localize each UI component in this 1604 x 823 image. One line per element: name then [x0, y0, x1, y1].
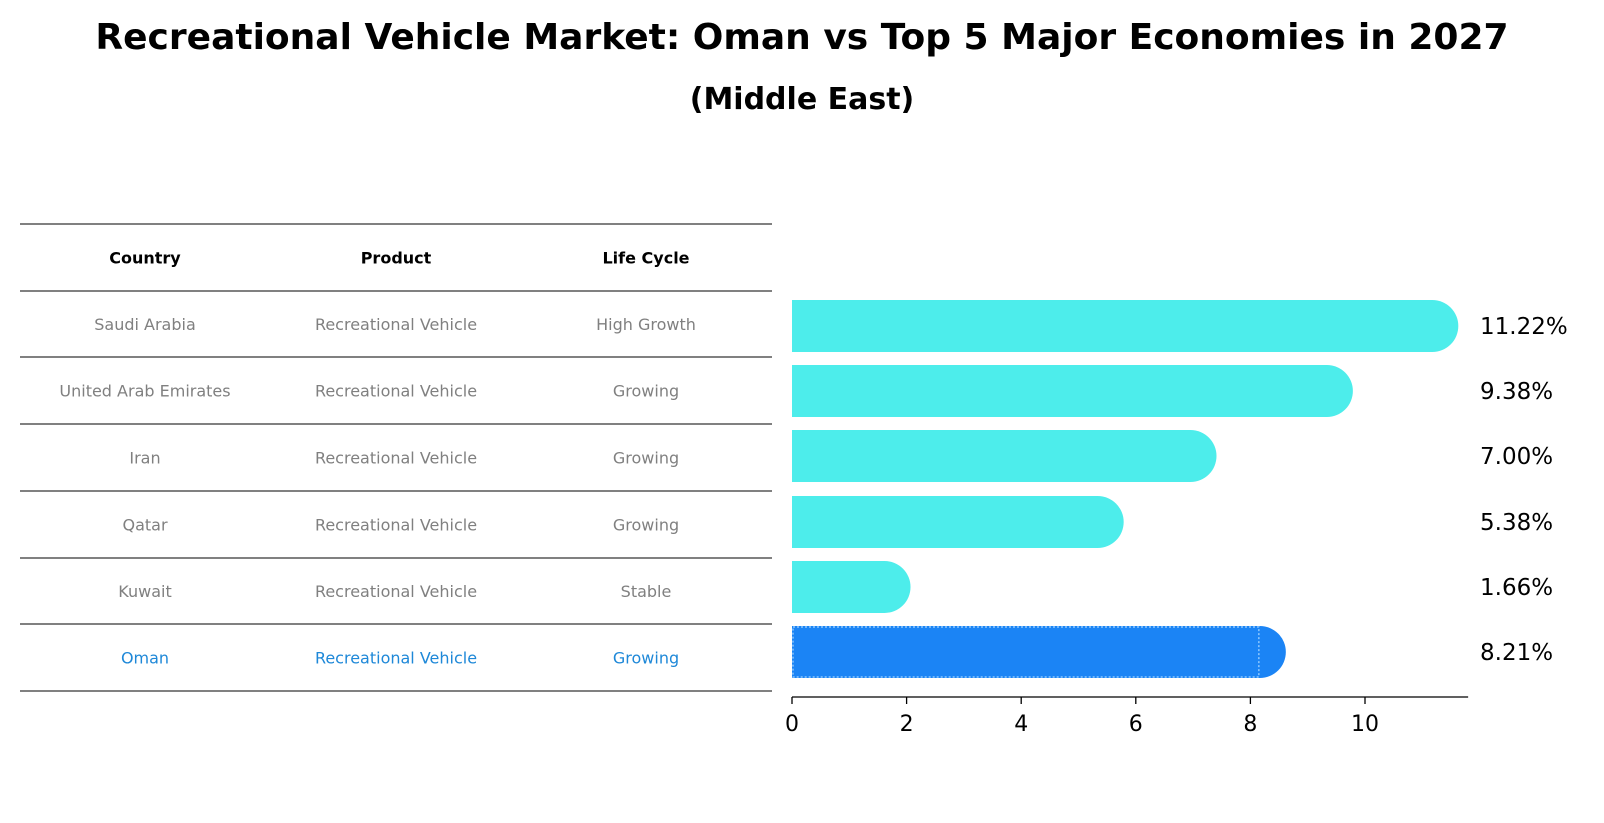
- table-row: Kuwait Recreational Vehicle Stable: [118, 582, 671, 601]
- table-row: Iran Recreational Vehicle Growing: [129, 449, 679, 468]
- table-cell-product: Recreational Vehicle: [315, 649, 477, 668]
- table-cell-life-cycle: Stable: [621, 582, 672, 601]
- bar: [792, 430, 1217, 482]
- table-cell-life-cycle: Growing: [613, 516, 679, 535]
- data-table: Country Product Life Cycle Saudi Arabia Recr…: [20, 223, 772, 692]
- table-header-cell: Life Cycle: [602, 249, 689, 268]
- bar-value-label: 9.38%: [1480, 379, 1553, 405]
- x-tick-label: 10: [1351, 712, 1379, 737]
- table-cell-life-cycle: Growing: [613, 382, 679, 401]
- table-cell-life-cycle: Growing: [613, 649, 679, 668]
- table-cell-country: Iran: [129, 449, 160, 468]
- bar: [792, 365, 1353, 417]
- bar: [792, 496, 1124, 548]
- x-tick-label: 6: [1129, 712, 1143, 737]
- table-header-cell: Country: [109, 249, 181, 268]
- table-cell-country: United Arab Emirates: [59, 382, 230, 401]
- table-cell-product: Recreational Vehicle: [315, 582, 477, 601]
- table-cell-product: Recreational Vehicle: [315, 315, 477, 334]
- table-cell-life-cycle: High Growth: [596, 315, 696, 334]
- table-cell-country: Qatar: [122, 516, 167, 535]
- table-header-cell: Product: [361, 249, 432, 268]
- x-tick-label: 2: [900, 712, 914, 737]
- table-row: United Arab Emirates Recreational Vehicle…: [59, 382, 679, 401]
- chart-title: Recreational Vehicle Market: Oman vs Top…: [95, 17, 1508, 58]
- x-tick-label: 8: [1243, 712, 1257, 737]
- x-tick-label: 0: [785, 712, 799, 737]
- table-cell-country: Kuwait: [118, 582, 171, 601]
- table-row: Oman Recreational Vehicle Growing: [121, 649, 679, 668]
- table-cell-product: Recreational Vehicle: [315, 449, 477, 468]
- bar-value-label: 8.21%: [1480, 640, 1553, 666]
- table-cell-country: Oman: [121, 649, 169, 668]
- table-row: Saudi Arabia Recreational Vehicle High Gro…: [94, 315, 696, 334]
- bar: [792, 561, 911, 613]
- x-axis: 0 2 4 6 8 10: [785, 696, 1469, 737]
- bar: [792, 300, 1459, 352]
- bar-value-label: 5.38%: [1480, 510, 1553, 536]
- table-cell-product: Recreational Vehicle: [315, 516, 477, 535]
- table-cell-country: Saudi Arabia: [94, 315, 196, 334]
- bar-plot: 11.22% 9.38% 7.00% 5.38% 1.66% 8.21%: [792, 300, 1568, 678]
- table-cell-product: Recreational Vehicle: [315, 382, 477, 401]
- chart-subtitle: (Middle East): [690, 82, 915, 117]
- table-row: Qatar Recreational Vehicle Growing: [122, 516, 679, 535]
- bar-value-label: 11.22%: [1480, 314, 1568, 340]
- bar-value-label: 7.00%: [1480, 444, 1553, 470]
- table-cell-life-cycle: Growing: [613, 449, 679, 468]
- x-tick-label: 4: [1014, 712, 1028, 737]
- bar-highlight-outline: [792, 626, 1260, 678]
- bar-highlighted: [792, 626, 1286, 678]
- bar-value-label: 1.66%: [1480, 575, 1553, 601]
